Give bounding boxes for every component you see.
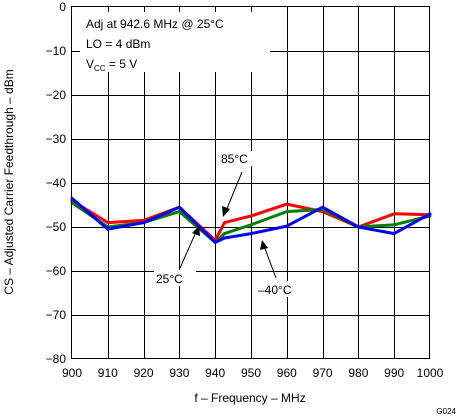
arrow-85c-shaft xyxy=(225,171,243,212)
condition-adjustment: Adj at 942.6 MHz @ 25°C xyxy=(86,17,224,31)
series-line-0 xyxy=(70,199,432,242)
y-axis-label: CS – Adjusted Carrier Feedthrough – dBm xyxy=(2,69,16,294)
arrow-85c-head xyxy=(222,206,230,217)
y-tick-label: −20 xyxy=(46,88,67,102)
y-tick-label: −70 xyxy=(46,308,67,322)
y-tick-label: 0 xyxy=(59,0,66,14)
x-tick-label: 960 xyxy=(277,366,297,380)
x-tick-label: 920 xyxy=(134,366,154,380)
x-tick-label: 1000 xyxy=(417,366,444,380)
arrow-minus40c-shaft xyxy=(263,245,277,279)
y-tick-labels: 0 −10 −20 −30 −40 −50 −60 −70 −80 xyxy=(46,0,67,366)
vcc-subscript: CC xyxy=(94,64,106,73)
series-line-2 xyxy=(70,196,432,244)
label-85c-background xyxy=(218,151,260,166)
annotation-minus40c: –40°C xyxy=(256,240,302,297)
series-label-minus40c: –40°C xyxy=(258,283,292,297)
x-tick-label: 950 xyxy=(241,366,261,380)
x-tick-label: 930 xyxy=(169,366,189,380)
label-minus40c-background xyxy=(256,281,302,297)
x-tick-labels: 900 910 920 930 940 950 960 970 980 990 1000 xyxy=(62,366,444,380)
series-label-25c: 25°C xyxy=(156,272,183,286)
y-tick-label: −10 xyxy=(46,44,67,58)
annotation-85c: 85°C xyxy=(218,151,260,217)
annotation-25c: 25°C xyxy=(154,226,200,286)
x-tick-label: 980 xyxy=(348,366,368,380)
x-tick-label: 910 xyxy=(98,366,118,380)
series-lines xyxy=(70,196,432,244)
vcc-symbol: V xyxy=(86,57,94,71)
x-tick-label: 900 xyxy=(62,366,82,380)
condition-lo: LO = 4 dBm xyxy=(86,37,150,51)
x-tick-label: 970 xyxy=(313,366,333,380)
arrow-minus40c-head xyxy=(260,240,268,250)
y-tick-label: −40 xyxy=(46,176,67,190)
x-tick-label: 990 xyxy=(384,366,404,380)
vcc-value: = 5 V xyxy=(106,57,138,71)
arrow-25c-shaft xyxy=(179,231,197,269)
plot-frame xyxy=(71,6,430,359)
y-tick-label: −30 xyxy=(46,132,67,146)
figure-id: G024 xyxy=(436,407,456,416)
conditions-box: Adj at 942.6 MHz @ 25°C LO = 4 dBm VCC =… xyxy=(80,12,270,73)
label-25c-background xyxy=(154,270,196,286)
y-tick-label: −50 xyxy=(46,220,67,234)
x-tick-label: 940 xyxy=(205,366,225,380)
conditions-background xyxy=(80,12,270,72)
arrow-25c-head xyxy=(192,226,200,236)
x-axis-label: f – Frequency – MHz xyxy=(194,391,305,405)
y-tick-label: −60 xyxy=(46,264,67,278)
series-label-85c: 85°C xyxy=(221,152,248,166)
condition-vcc: VCC = 5 V xyxy=(86,57,137,73)
y-tick-label: −80 xyxy=(46,352,67,366)
